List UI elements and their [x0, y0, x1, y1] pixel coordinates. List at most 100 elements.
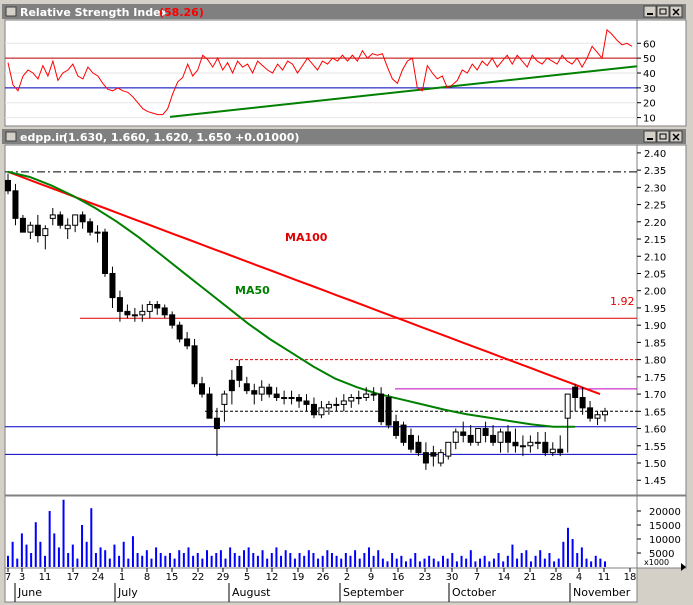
- candle-body: [497, 431, 504, 443]
- candle-body: [281, 397, 288, 400]
- candle-body: [64, 224, 71, 230]
- x-day-tick-label: 18: [624, 572, 637, 583]
- candle-body: [169, 314, 176, 326]
- x-day-tick-label: 15: [166, 572, 179, 583]
- x-month-label: November: [573, 586, 631, 599]
- candle-body: [228, 379, 235, 392]
- price-tick-label: 1.90: [644, 321, 666, 332]
- candle-body: [393, 421, 400, 436]
- price-maximize-button[interactable]: [656, 130, 670, 143]
- candle-body: [594, 414, 601, 419]
- candle-body: [213, 417, 220, 430]
- rsi-tick-label: 60: [643, 39, 656, 50]
- price-tick-label: 2.35: [644, 166, 666, 177]
- x-axis: 7 3 11 17 24 1 8 15 22 29 5 12 19 26 2 9 16 23 30 7 14 21 28 4 1…: [4, 567, 638, 603]
- x-day-tick-label: 7: [5, 572, 11, 583]
- candle-body: [527, 441, 534, 447]
- rsi-trend-line: [169, 65, 638, 118]
- candle-body: [348, 397, 355, 402]
- candle-body: [422, 452, 429, 464]
- price-tick-label: 1.80: [644, 356, 666, 367]
- candle-body: [243, 383, 250, 392]
- candle-body: [131, 314, 138, 317]
- x-day-tick-label: 4: [576, 572, 582, 583]
- candle-body: [602, 410, 608, 416]
- rsi-title-value: (58.26): [159, 6, 204, 19]
- candlesticks: [5, 173, 608, 470]
- candle-body: [385, 397, 392, 426]
- price-tick-label: 1.75: [644, 373, 666, 384]
- candle-body: [116, 297, 123, 312]
- rsi-trend-segment: [169, 65, 638, 118]
- candle-body: [42, 228, 49, 237]
- volume-unit-label: x1000: [644, 558, 669, 567]
- candle-body: [258, 386, 265, 395]
- candle-body: [161, 307, 168, 316]
- rsi-line: [7, 28, 633, 116]
- close-icon: [672, 133, 680, 141]
- candle-body: [5, 179, 11, 192]
- candle-body: [325, 403, 332, 409]
- candle-body: [452, 431, 459, 443]
- price-axis-area: [636, 144, 687, 496]
- candle-body: [355, 397, 362, 400]
- candle-body: [512, 441, 519, 447]
- x-axis-area: [4, 567, 638, 603]
- price-tick-label: 2.15: [644, 235, 666, 246]
- candle-body: [370, 393, 377, 396]
- x-day-tick-label: 11: [39, 572, 52, 583]
- candle-body: [587, 407, 594, 419]
- price-minimize-button[interactable]: [643, 130, 657, 143]
- rsi-title-bar: [2, 4, 686, 19]
- x-day-tick-label: 21: [524, 572, 537, 583]
- candle-body: [504, 431, 511, 443]
- price-panel-menu-icon[interactable]: [5, 131, 17, 142]
- volume-tick-label: 20000: [649, 507, 681, 518]
- x-day-tick-label: 1: [119, 572, 125, 583]
- rsi-tick-labels: 60 50 40 30 20 10: [637, 39, 656, 125]
- x-day-tick-label: 16: [392, 572, 405, 583]
- close-icon: [672, 8, 680, 16]
- candle-body: [430, 452, 437, 457]
- price-tick-label: 2.30: [644, 183, 666, 194]
- price-tick-label: 1.50: [644, 459, 666, 470]
- volume-tick-label: 5000: [649, 549, 674, 560]
- ma100-line: [7, 170, 601, 396]
- candle-body: [579, 397, 586, 409]
- rsi-minimize-button[interactable]: [643, 5, 657, 18]
- rsi-maximize-button[interactable]: [656, 5, 670, 18]
- x-day-tick-label: 5: [244, 572, 250, 583]
- ma50-series-line: [7, 170, 575, 428]
- volume-tick-label: 15000: [649, 521, 681, 532]
- scroll-right-icon[interactable]: [681, 563, 686, 571]
- candle-body: [475, 428, 482, 443]
- candle-body: [482, 428, 489, 436]
- x-day-tick-label: 9: [368, 572, 374, 583]
- x-month-label: October: [452, 586, 496, 599]
- rsi-panel-menu-icon[interactable]: [5, 6, 17, 17]
- candle-body: [407, 434, 414, 450]
- x-day-tick-label: 14: [498, 572, 511, 583]
- x-day-tick-label: 29: [217, 572, 230, 583]
- candle-body: [460, 431, 467, 436]
- ma50-line: [7, 170, 575, 428]
- price-tick-label: 1.55: [644, 442, 666, 453]
- candle-body: [79, 214, 86, 223]
- candle-body: [296, 397, 303, 402]
- candle-body: [19, 217, 26, 233]
- candle-body: [415, 441, 422, 454]
- x-day-tick-label: 23: [419, 572, 432, 583]
- x-day-tick-label: 7: [474, 572, 480, 583]
- rsi-axis-area: [636, 19, 687, 127]
- candle-body: [273, 393, 280, 399]
- candle-body: [94, 231, 101, 234]
- candle-body: [146, 303, 153, 312]
- candle-body: [154, 303, 161, 309]
- price-tick-label: 1.60: [644, 425, 666, 436]
- level-label: 1.92: [610, 295, 635, 308]
- rsi-tick-label: 30: [643, 84, 656, 95]
- price-tick-label: 2.10: [644, 252, 666, 263]
- candle-body: [34, 224, 41, 237]
- candle-body: [549, 448, 556, 454]
